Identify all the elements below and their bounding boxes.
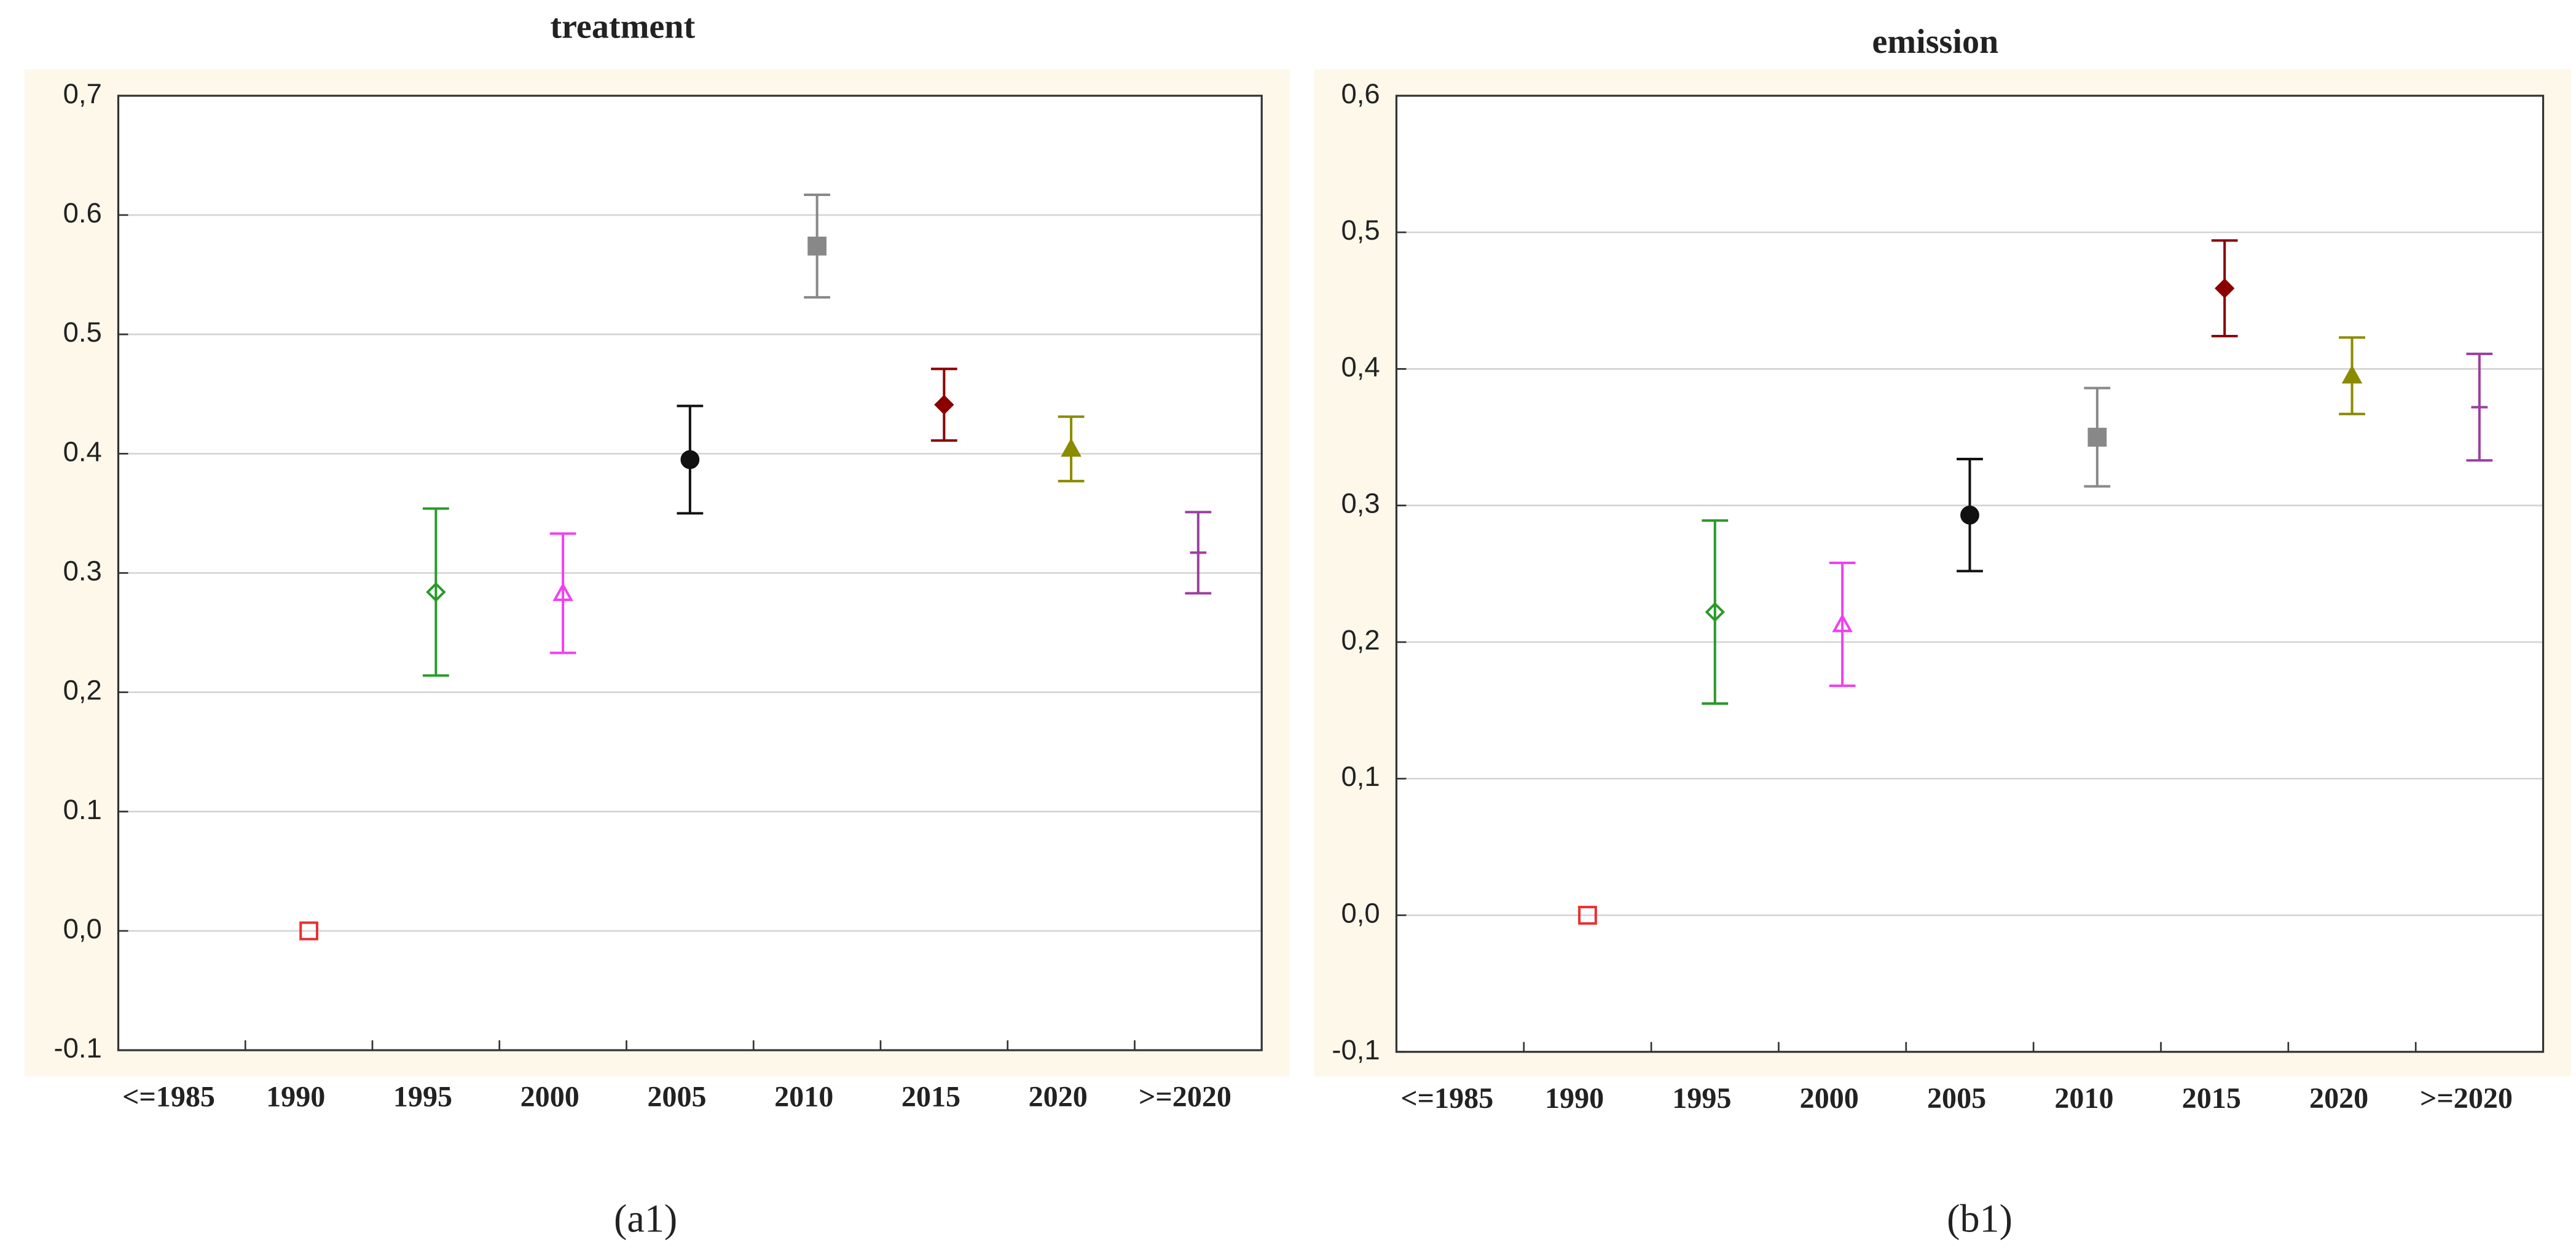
x-tick-label: 2005 <box>647 1080 706 1113</box>
plot-frame <box>1395 95 2545 1053</box>
y-tick-label: 0,1 <box>1341 761 1380 792</box>
marker <box>299 921 318 941</box>
y-tick-label: 0.4 <box>63 436 102 467</box>
marker <box>1960 505 1979 525</box>
plot-frame <box>117 95 1263 1051</box>
x-tick-label: 1995 <box>393 1080 452 1113</box>
y-tick-label: -0.1 <box>53 1032 101 1064</box>
y-tick-label: 0.1 <box>63 794 102 825</box>
x-tick-label: 2020 <box>2309 1082 2368 1115</box>
x-tick-label: <=1985 <box>122 1080 215 1113</box>
x-tick-label: 2000 <box>520 1080 579 1113</box>
plot-area <box>1396 95 2543 1052</box>
marker <box>1705 602 1726 622</box>
x-tick-label: >=2020 <box>1139 1080 1231 1113</box>
y-tick-label: 0,7 <box>63 78 102 109</box>
chart-title: treatment <box>550 8 695 46</box>
caption: (b1) <box>1947 1197 2012 1241</box>
x-tick-label: >=2020 <box>2420 1082 2513 1115</box>
x-tick-label: 1995 <box>1672 1082 1731 1115</box>
y-tick-label: 0.5 <box>63 316 102 348</box>
marker <box>2087 428 2107 447</box>
marker <box>680 450 700 469</box>
y-tick-label: 0.6 <box>63 197 102 229</box>
x-tick-label: 2015 <box>2182 1082 2241 1115</box>
y-tick-label: 0,6 <box>1341 78 1380 109</box>
marker <box>552 582 573 602</box>
y-tick-label: 0,4 <box>1341 351 1380 382</box>
x-tick-label: 2000 <box>1800 1082 1859 1115</box>
y-tick-label: 0,2 <box>1341 624 1380 656</box>
y-tick-label: 0,3 <box>1341 488 1380 519</box>
x-tick-label: 1990 <box>1545 1082 1604 1115</box>
marker <box>1578 906 1597 925</box>
x-tick-label: 1990 <box>266 1080 325 1113</box>
y-tick-label: 0,0 <box>63 913 102 944</box>
chart-title: emission <box>1872 23 1998 61</box>
y-tick-label: 0,2 <box>63 675 102 706</box>
x-tick-label: <=1985 <box>1400 1082 1493 1115</box>
y-tick-label: 0,0 <box>1341 897 1380 928</box>
y-tick-label: -0,1 <box>1332 1034 1380 1066</box>
marker <box>2214 278 2235 299</box>
marker <box>1832 613 1853 632</box>
x-tick-label: 2005 <box>1927 1082 1986 1115</box>
y-tick-label: 0.3 <box>63 555 102 586</box>
x-tick-label: 2020 <box>1029 1080 1088 1113</box>
x-tick-label: 2010 <box>774 1080 833 1113</box>
marker <box>426 582 446 602</box>
marker <box>1061 438 1082 457</box>
marker <box>2341 364 2363 384</box>
marker <box>934 394 954 415</box>
caption: (a1) <box>614 1197 677 1241</box>
x-tick-label: 2010 <box>2054 1082 2113 1115</box>
y-tick-label: 0,5 <box>1341 214 1380 246</box>
x-tick-label: 2015 <box>901 1080 960 1113</box>
marker <box>807 237 827 256</box>
